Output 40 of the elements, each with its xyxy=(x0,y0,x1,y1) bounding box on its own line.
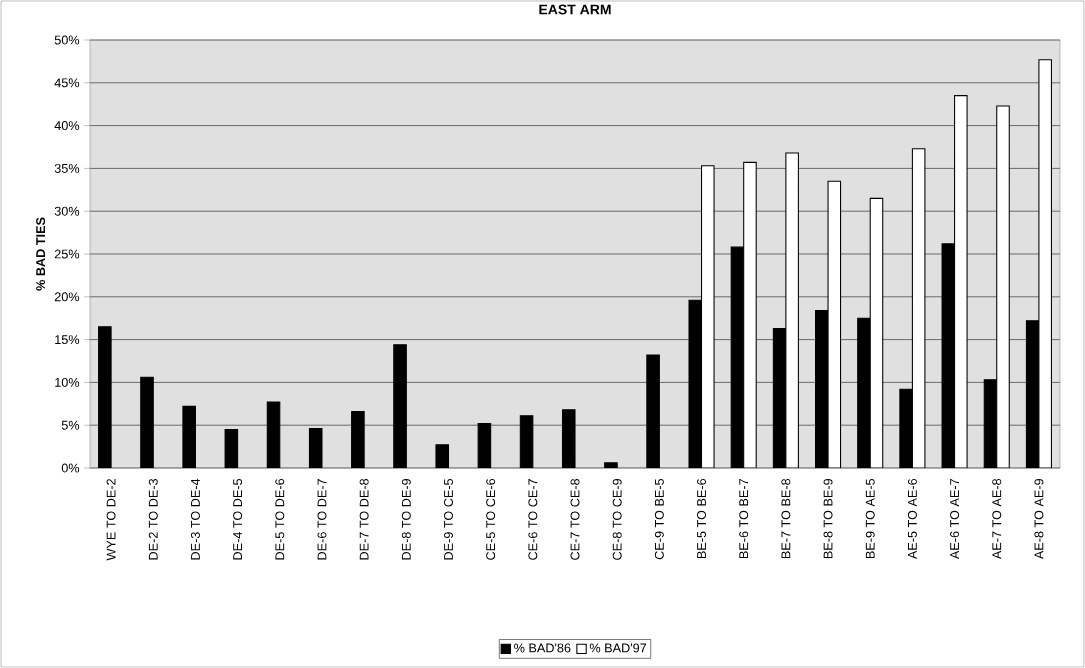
x-tick-label: AE-5 TO AE-6 xyxy=(907,478,917,560)
y-tick-label: 15% xyxy=(55,335,80,345)
x-tick-label: DE-9 TO CE-5 xyxy=(444,478,453,560)
x-tick-label: DE-7 TO DE-8 xyxy=(359,478,369,560)
y-tick-label: 5% xyxy=(61,420,80,430)
bar xyxy=(743,161,757,468)
x-tick-label: DE-2 TO DE-3 xyxy=(148,478,158,560)
x-tick-label: BE-7 TO BE-8 xyxy=(781,478,791,559)
chart-title: EAST ARM xyxy=(539,4,611,15)
x-tick-label: DE-6 TO DE-7 xyxy=(317,479,327,560)
x-tick-label: CE-6 TO CE-7 xyxy=(528,479,538,560)
x-tick-label: BE-8 TO BE-9 xyxy=(823,479,833,559)
y-axis-title: % BAD TIES xyxy=(36,217,46,291)
legend-label: % BAD'86 xyxy=(514,643,571,653)
x-tick-label: CE-9 TO BE-5 xyxy=(654,478,664,560)
y-tick-label: 10% xyxy=(55,377,80,387)
legend-label: % BAD'97 xyxy=(589,643,647,653)
x-tick-label: BE-5 TO BE-6 xyxy=(697,478,707,559)
x-tick-label: CE-5 TO CE-6 xyxy=(486,478,496,560)
y-tick-label: 30% xyxy=(54,206,80,216)
y-tick-label: 0% xyxy=(61,463,80,473)
y-tick-label: 40% xyxy=(54,121,80,131)
x-tick-label: BE-9 TO AE-5 xyxy=(865,478,875,559)
x-tick-label: DE-5 TO DE-6 xyxy=(275,478,285,560)
x-tick-label: CE-7 TO CE-8 xyxy=(570,478,580,560)
x-tick-label: DE-4 TO DE-5 xyxy=(233,478,243,560)
x-tick-label: DE-8 TO DE-9 xyxy=(401,479,411,560)
x-tick-label: DE-3 TO DE-4 xyxy=(190,478,200,560)
bar xyxy=(996,105,1010,468)
y-tick-label: 50% xyxy=(54,35,80,45)
x-tick-label: CE-8 TO CE-9 xyxy=(612,479,622,560)
x-tick-label: BE-6 TO BE-7 xyxy=(739,479,749,559)
y-tick-label: 45% xyxy=(54,78,80,88)
x-tick-label: WYE TO DE-2 xyxy=(106,479,116,561)
y-tick-label: 20% xyxy=(54,292,80,302)
x-tick-label: AE-8 TO AE-9 xyxy=(1034,479,1044,560)
x-tick-label: AE-7 TO AE-8 xyxy=(992,478,1002,560)
y-tick-label: 25% xyxy=(54,249,80,259)
y-tick-label: 35% xyxy=(54,163,80,173)
x-tick-label: AE-6 TO AE-7 xyxy=(950,479,960,560)
